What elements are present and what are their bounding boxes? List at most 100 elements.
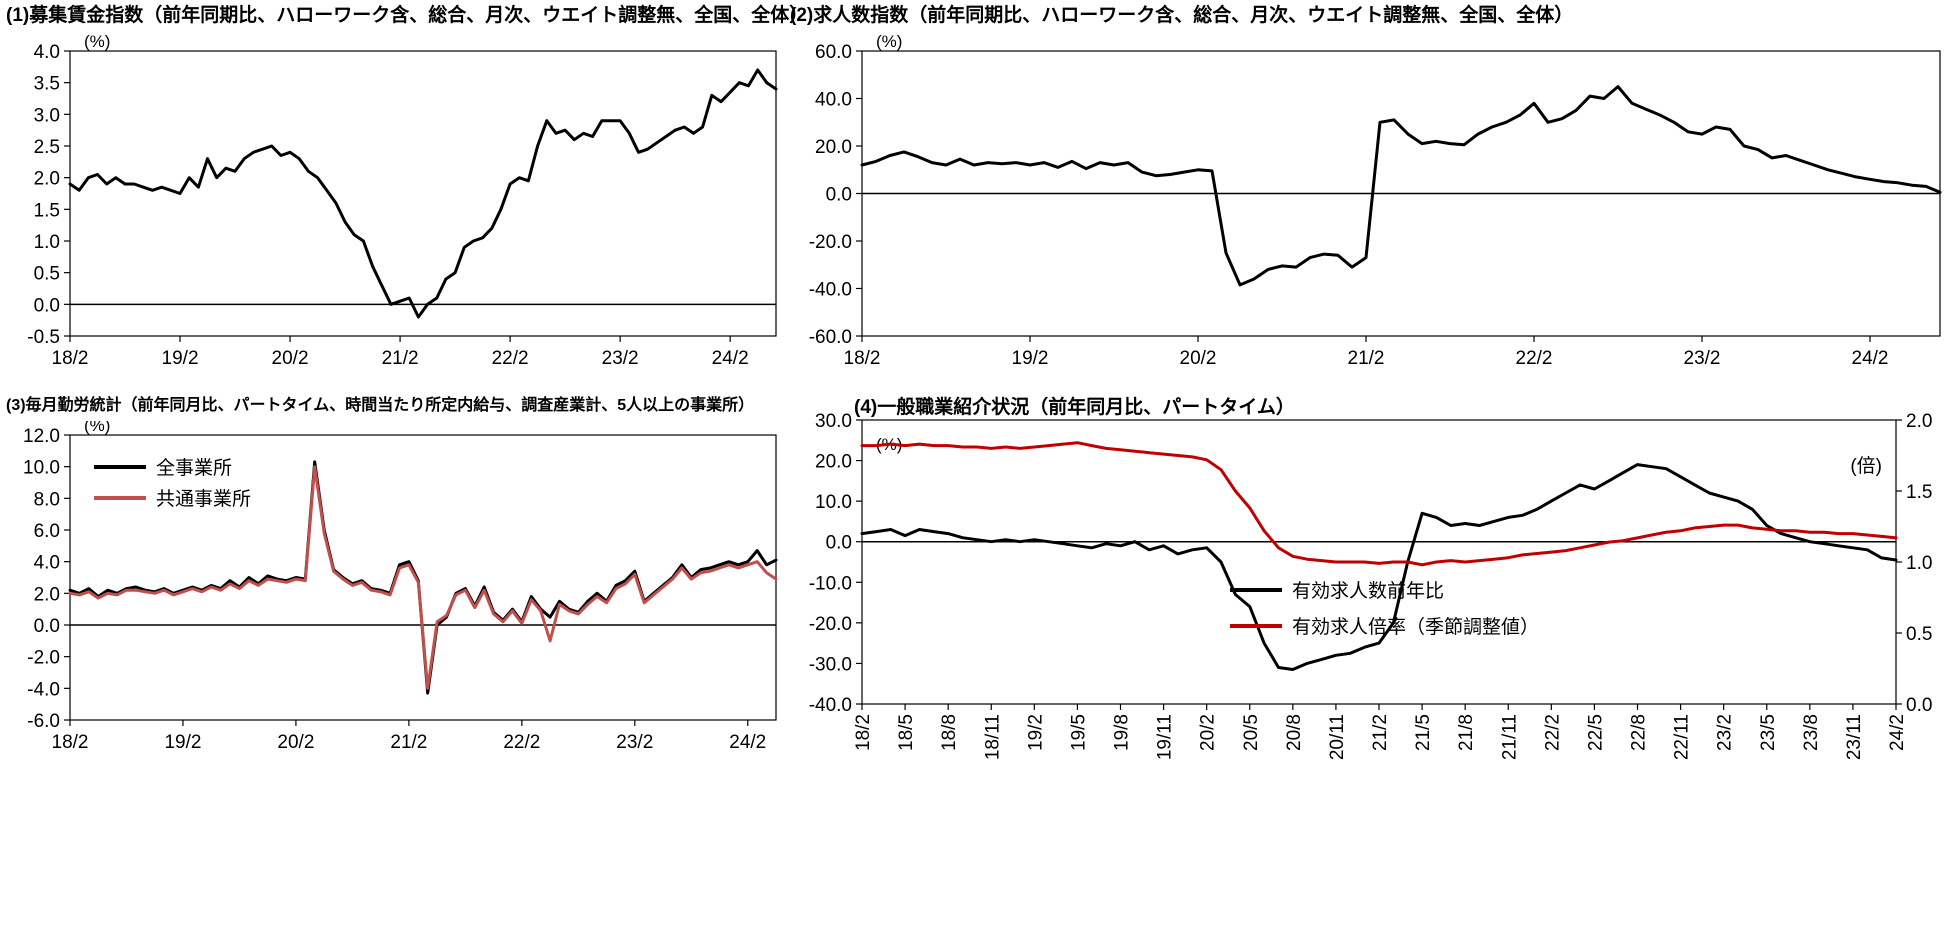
y-tick-label: 1.5 (34, 200, 60, 221)
chart-title-monthly-labour-survey: (3)毎月勤労統計（前年同月比、パートタイム、時間当たり所定内給与、調査産業計、… (6, 397, 755, 414)
x-tick-label: 19/5 (1068, 714, 1089, 751)
y-tick-label: -10.0 (809, 573, 852, 594)
y-tick-label: 0.0 (826, 533, 852, 554)
x-tick-label: 22/2 (1542, 714, 1563, 751)
x-tick-label: 22/5 (1585, 714, 1606, 751)
chart-panel-recruit-wage-index: (1)募集賃金指数（前年同期比、ハローワーク含、総合、月次、ウエイト調整無、全国… (6, 2, 809, 393)
y-tick-label: 20.0 (815, 452, 852, 473)
y-right-tick-label: 0.5 (1906, 624, 1932, 645)
x-tick-label: 24/2 (712, 348, 749, 369)
x-tick-label: 20/2 (277, 732, 314, 753)
y-tick-label: -4.0 (27, 679, 60, 700)
chart-title-job-openings-index: (2)求人数指数（前年同期比、ハローワーク含、総合、月次、ウエイト調整無、全国、… (790, 5, 1574, 26)
legend-label-1: 有効求人倍率（季節調整値） (1292, 616, 1539, 638)
x-tick-label: 18/11 (982, 714, 1003, 760)
y-tick-label: -2.0 (27, 648, 60, 669)
y-right-tick-label: 0.0 (1906, 695, 1932, 716)
x-tick-label: 19/2 (162, 348, 199, 369)
y-tick-label: 1.0 (34, 232, 60, 253)
y-tick-label: 40.0 (815, 89, 852, 110)
y-tick-label: 0.0 (826, 184, 852, 205)
x-tick-label: 23/2 (1715, 714, 1736, 751)
unit-label-left: (%) (84, 421, 110, 435)
x-tick-label: 21/5 (1413, 714, 1434, 751)
unit-label-left: (%) (84, 32, 110, 51)
y-tick-label: 6.0 (34, 521, 60, 542)
chart-title-recruit-wage-index: (1)募集賃金指数（前年同期比、ハローワーク含、総合、月次、ウエイト調整無、全国… (6, 5, 809, 26)
y-tick-label: -0.5 (27, 327, 60, 348)
x-tick-label: 18/8 (939, 714, 960, 751)
y-tick-label: -6.0 (27, 711, 60, 732)
y-right-tick-label: 2.0 (1906, 411, 1932, 432)
y-tick-label: -40.0 (809, 279, 852, 300)
y-tick-label: 12.0 (23, 426, 60, 447)
chart-panel-job-openings-index: (2)求人数指数（前年同期比、ハローワーク含、総合、月次、ウエイト調整無、全国、… (790, 2, 1958, 393)
x-tick-label: 21/2 (1348, 348, 1385, 369)
x-tick-label: 22/2 (1516, 348, 1553, 369)
series-line-0 (860, 463, 1898, 671)
y-tick-label: -60.0 (809, 327, 852, 348)
x-tick-label: 23/2 (1684, 348, 1721, 369)
y-tick-label: 2.0 (34, 584, 60, 605)
x-tick-label: 18/5 (896, 714, 917, 751)
series-line-0 (860, 84, 1942, 287)
y-tick-label: -30.0 (809, 654, 852, 675)
x-tick-label: 21/2 (390, 732, 427, 753)
y-tick-label: 0.0 (34, 295, 60, 316)
y-right-tick-label: 1.5 (1906, 482, 1932, 503)
y-tick-label: 2.5 (34, 137, 60, 158)
unit-label-right: (倍) (1850, 455, 1882, 477)
x-tick-label: 21/11 (1499, 714, 1520, 760)
y-tick-label: -40.0 (809, 695, 852, 716)
x-tick-label: 23/2 (602, 348, 639, 369)
x-tick-label: 23/11 (1844, 714, 1865, 760)
x-tick-label: 20/11 (1327, 714, 1348, 760)
x-tick-label: 21/2 (382, 348, 419, 369)
y-tick-label: 3.0 (34, 105, 60, 126)
chart-panel-monthly-labour-survey: (3)毎月勤労統計（前年同月比、パートタイム、時間当たり所定内給与、調査産業計、… (6, 394, 790, 766)
x-tick-label: 18/2 (853, 714, 874, 751)
y-tick-label: 20.0 (815, 137, 852, 158)
unit-label-left: (%) (876, 32, 902, 51)
y-tick-label: 3.5 (34, 73, 60, 94)
x-tick-label: 23/2 (616, 732, 653, 753)
y-tick-label: 10.0 (23, 458, 60, 479)
y-tick-label: 30.0 (815, 411, 852, 432)
y-tick-label: -20.0 (809, 614, 852, 635)
y-tick-label: -20.0 (809, 232, 852, 253)
x-tick-label: 20/2 (1198, 714, 1219, 751)
series-line-0 (68, 68, 778, 319)
series-line-1 (68, 465, 778, 690)
x-tick-label: 23/5 (1758, 714, 1779, 751)
legend-label-1: 共通事業所 (156, 488, 251, 510)
x-tick-label: 20/2 (1180, 348, 1217, 369)
x-tick-label: 21/8 (1456, 714, 1477, 751)
x-tick-label: 23/8 (1801, 714, 1822, 751)
chart-title-employment-referrals: (4)一般職業紹介状況（前年同月比、パートタイム） (854, 397, 1295, 418)
x-tick-label: 22/8 (1629, 714, 1650, 751)
y-tick-label: 0.5 (34, 263, 60, 284)
x-tick-label: 18/2 (52, 348, 89, 369)
y-tick-label: 60.0 (815, 42, 852, 63)
x-tick-label: 19/2 (1012, 348, 1049, 369)
monthly-labour-survey-line-chart: -6.0 -4.0 -2.0 0.0 2.0 4.0 6.0 8.0 10.0 12.0 18/2 1… (23, 421, 778, 753)
recruit-wage-index-line-chart: -0.5 0.0 0.5 1.0 1.5 2.0 2.5 3.0 3.5 4.0 18/2 19/2 2… (27, 32, 778, 369)
y-tick-label: 0.0 (34, 616, 60, 637)
x-tick-label: 19/8 (1112, 714, 1133, 751)
x-tick-label: 24/2 (729, 732, 766, 753)
x-tick-label: 24/2 (1852, 348, 1889, 369)
x-tick-label: 19/11 (1155, 714, 1176, 760)
legend-label-0: 有効求人数前年比 (1292, 580, 1444, 602)
y-tick-label: 2.0 (34, 168, 60, 189)
y-tick-label: 4.0 (34, 553, 60, 574)
series-line-1 (860, 441, 1898, 567)
y-tick-label: 4.0 (34, 42, 60, 63)
x-tick-label: 24/2 (1887, 714, 1908, 751)
x-tick-label: 22/11 (1672, 714, 1693, 760)
x-tick-label: 20/8 (1284, 714, 1305, 751)
x-tick-label: 19/2 (164, 732, 201, 753)
plot-border (69, 50, 777, 337)
x-tick-label: 20/2 (272, 348, 309, 369)
x-tick-label: 20/5 (1241, 714, 1262, 751)
